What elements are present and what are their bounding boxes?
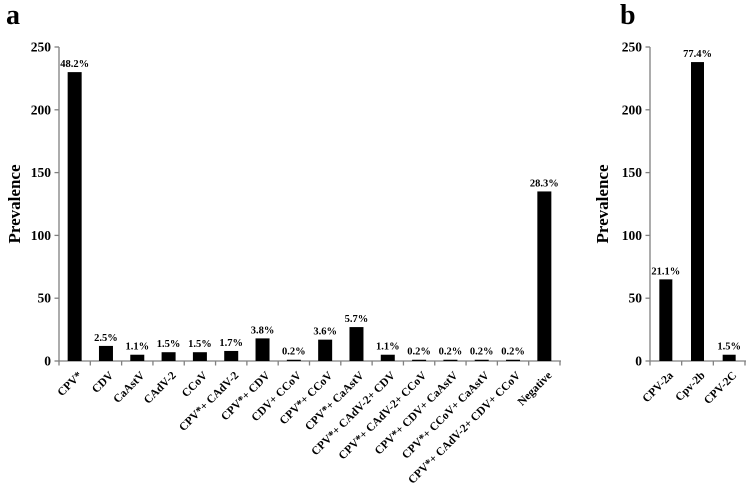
category-label: CPV-2C: [702, 370, 739, 407]
axis-lines: [58, 47, 561, 362]
bar: [443, 359, 458, 361]
bar: [318, 339, 333, 361]
bar: [161, 352, 176, 361]
y-tick-label: 150: [31, 165, 52, 180]
category-label: CaAstV: [111, 369, 148, 406]
y-tick-label: 50: [629, 291, 643, 306]
bar: [691, 62, 704, 362]
bar: [474, 359, 489, 361]
bar: [380, 354, 395, 361]
bar: [224, 350, 239, 361]
bar-value-label: 1.5%: [717, 342, 741, 353]
category-label: Negative: [516, 370, 555, 409]
bar-value-label: 3.8%: [251, 325, 275, 336]
bar-value-label: 1.1%: [125, 342, 149, 353]
y-tick-label: 0: [635, 354, 642, 369]
category-label: CPV*: [56, 369, 85, 398]
y-tick-label: 250: [622, 40, 643, 55]
bar: [537, 191, 552, 361]
bar: [412, 359, 427, 361]
y-tick-label: 200: [31, 102, 52, 117]
bar: [192, 352, 207, 361]
bar: [67, 72, 82, 362]
y-tick-label: 100: [622, 228, 643, 243]
bar-value-label: 0.2%: [407, 347, 431, 358]
y-tick-label: 0: [44, 354, 51, 369]
bar-value-label: 0.2%: [470, 347, 494, 358]
chart-panel-b: 0 50 100 150 200 250 Prevalence 21.1% CPV-2a 77.4…: [593, 40, 746, 407]
bar-value-label: 1.1%: [376, 342, 400, 353]
chart-panel-a: 0 50 100 150 200 250 Prevalence 48.2% CPV* 2.5% CD…: [5, 40, 561, 487]
y-tick-label: 200: [622, 102, 643, 117]
category-label: CDV: [90, 369, 117, 396]
y-tick-label: 100: [31, 228, 52, 243]
bar-value-label: 1.5%: [157, 339, 181, 350]
bar-value-label: 5.7%: [345, 314, 369, 325]
bar-value-label: 0.2%: [501, 347, 525, 358]
bar: [722, 354, 736, 361]
bar: [255, 338, 270, 361]
panel-b-letter: b: [620, 0, 636, 31]
bar-value-label: 77.4%: [683, 49, 712, 60]
bar: [130, 354, 145, 361]
panel-a-letter: a: [6, 0, 20, 31]
category-label: CAdV-2: [142, 369, 179, 406]
y-tick-label: 250: [31, 40, 52, 55]
y-tick-label: 150: [622, 165, 643, 180]
bar-value-label: 21.1%: [651, 266, 680, 277]
y-axis-title: Prevalence: [593, 164, 612, 243]
bar: [286, 359, 301, 361]
bar-value-label: 0.2%: [439, 347, 463, 358]
bar: [506, 359, 521, 361]
bar-value-label: 28.3%: [530, 178, 559, 189]
bar-value-label: 0.2%: [282, 347, 306, 358]
bar-value-label: 3.6%: [313, 327, 337, 338]
bar-value-label: 2.5%: [94, 333, 118, 344]
bar: [349, 327, 364, 361]
bar-value-label: 1.7%: [219, 338, 243, 349]
bar-value-label: 48.2%: [60, 59, 89, 70]
category-label: CPV-2a: [641, 369, 677, 405]
bar-value-label: 1.5%: [188, 339, 212, 350]
bar: [659, 279, 673, 361]
y-tick-label: 50: [38, 291, 52, 306]
bar: [98, 345, 113, 361]
y-axis-title: Prevalence: [5, 164, 24, 243]
